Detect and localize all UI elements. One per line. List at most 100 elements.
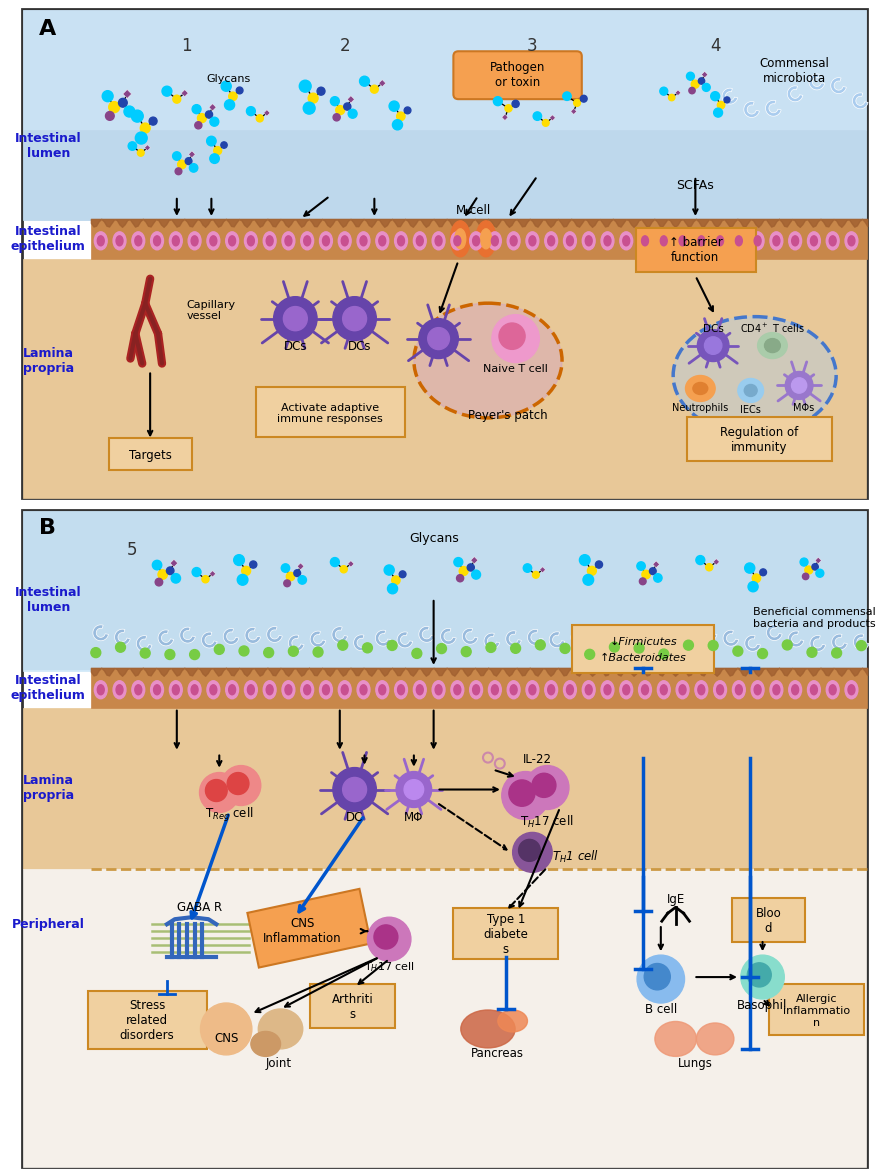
Polygon shape	[91, 667, 867, 707]
Ellipse shape	[620, 231, 632, 250]
Polygon shape	[419, 626, 434, 643]
Ellipse shape	[508, 680, 520, 699]
Ellipse shape	[476, 221, 496, 257]
Ellipse shape	[481, 229, 491, 249]
Circle shape	[513, 832, 552, 872]
Ellipse shape	[435, 236, 442, 246]
FancyBboxPatch shape	[21, 510, 867, 1167]
Circle shape	[236, 87, 243, 94]
Circle shape	[702, 83, 710, 92]
Circle shape	[542, 120, 549, 126]
FancyBboxPatch shape	[770, 983, 864, 1035]
Ellipse shape	[414, 303, 562, 418]
Polygon shape	[310, 631, 326, 647]
Text: 1: 1	[181, 38, 192, 55]
Polygon shape	[831, 634, 847, 650]
Polygon shape	[379, 80, 385, 87]
Circle shape	[190, 650, 200, 659]
Ellipse shape	[735, 236, 742, 246]
Circle shape	[689, 87, 695, 94]
Text: B cell: B cell	[645, 1002, 677, 1015]
Circle shape	[239, 646, 249, 656]
Ellipse shape	[660, 685, 667, 694]
Ellipse shape	[751, 231, 764, 250]
Ellipse shape	[698, 236, 705, 246]
Circle shape	[202, 576, 209, 583]
Ellipse shape	[172, 236, 179, 246]
Polygon shape	[815, 557, 822, 564]
Ellipse shape	[360, 685, 367, 694]
Circle shape	[192, 105, 201, 114]
Ellipse shape	[604, 236, 611, 246]
Ellipse shape	[695, 680, 707, 699]
Ellipse shape	[226, 680, 238, 699]
Circle shape	[333, 114, 340, 121]
Circle shape	[250, 560, 257, 569]
Ellipse shape	[582, 680, 595, 699]
Ellipse shape	[826, 231, 839, 250]
Text: Bloo
d: Bloo d	[756, 907, 781, 935]
Ellipse shape	[770, 680, 783, 699]
Ellipse shape	[657, 231, 670, 250]
Text: ↑ barrier
function: ↑ barrier function	[668, 236, 723, 264]
Polygon shape	[22, 130, 866, 220]
Circle shape	[596, 560, 602, 569]
Circle shape	[178, 160, 186, 169]
Ellipse shape	[266, 236, 273, 246]
Ellipse shape	[491, 236, 499, 246]
Circle shape	[137, 149, 145, 156]
Circle shape	[660, 87, 668, 95]
Ellipse shape	[470, 680, 483, 699]
FancyBboxPatch shape	[453, 52, 582, 99]
Polygon shape	[765, 100, 781, 116]
Polygon shape	[347, 96, 354, 103]
FancyBboxPatch shape	[109, 438, 192, 470]
Circle shape	[256, 115, 263, 122]
Ellipse shape	[698, 685, 705, 694]
Circle shape	[691, 80, 699, 88]
Ellipse shape	[754, 236, 761, 246]
Circle shape	[745, 563, 755, 573]
Circle shape	[237, 575, 248, 585]
Circle shape	[317, 87, 325, 95]
Ellipse shape	[116, 685, 123, 694]
Ellipse shape	[244, 231, 257, 250]
Text: Intestinal
epithelium: Intestinal epithelium	[11, 224, 86, 253]
Polygon shape	[348, 560, 354, 568]
Circle shape	[131, 110, 144, 122]
Ellipse shape	[379, 685, 385, 694]
Polygon shape	[123, 89, 132, 99]
Ellipse shape	[172, 685, 179, 694]
Circle shape	[687, 72, 694, 80]
Ellipse shape	[623, 685, 630, 694]
Circle shape	[392, 576, 401, 584]
Circle shape	[359, 76, 369, 86]
FancyBboxPatch shape	[732, 898, 805, 942]
Circle shape	[436, 644, 447, 653]
Circle shape	[335, 106, 344, 115]
Circle shape	[785, 371, 813, 400]
Circle shape	[609, 642, 619, 652]
Ellipse shape	[566, 685, 574, 694]
Ellipse shape	[266, 685, 273, 694]
Ellipse shape	[432, 680, 445, 699]
Ellipse shape	[301, 231, 314, 250]
Circle shape	[124, 106, 135, 118]
Ellipse shape	[770, 231, 783, 250]
Ellipse shape	[376, 680, 389, 699]
Ellipse shape	[357, 231, 370, 250]
Ellipse shape	[830, 236, 836, 246]
Circle shape	[167, 568, 174, 575]
Text: CNS: CNS	[214, 1033, 238, 1046]
Ellipse shape	[548, 685, 555, 694]
Ellipse shape	[789, 231, 802, 250]
Ellipse shape	[188, 680, 201, 699]
Ellipse shape	[450, 221, 470, 257]
Text: B: B	[38, 518, 55, 538]
Ellipse shape	[744, 384, 757, 396]
Circle shape	[91, 647, 101, 658]
Text: Allergic
inflammatio
n: Allergic inflammatio n	[783, 994, 850, 1028]
Ellipse shape	[566, 236, 574, 246]
Ellipse shape	[451, 680, 464, 699]
Circle shape	[486, 643, 496, 652]
